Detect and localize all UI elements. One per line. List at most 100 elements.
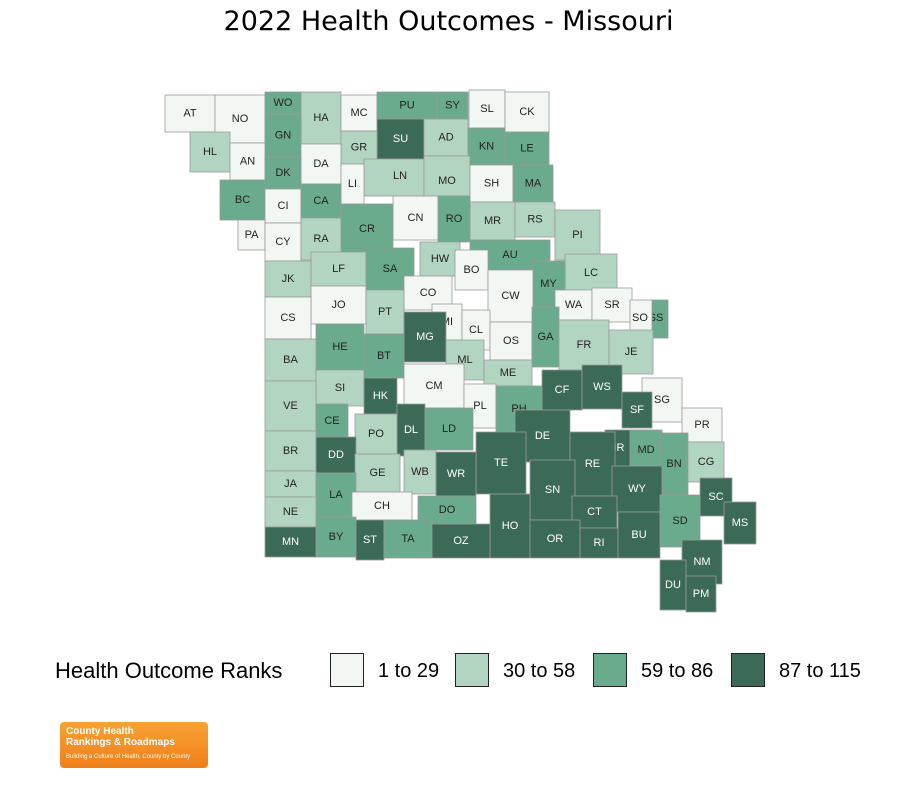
county-label-ce: CE	[324, 415, 339, 427]
county-ve	[264, 380, 317, 432]
county-label-ge: GE	[370, 467, 386, 479]
county-label-ml: ML	[457, 354, 472, 366]
county-bu	[617, 511, 661, 559]
county-mn	[264, 526, 317, 558]
county-label-sh: SH	[484, 177, 499, 189]
county-label-ho: HO	[502, 520, 519, 532]
county-label-sg: SG	[654, 394, 670, 406]
legend-title: Health Outcome Ranks	[55, 658, 283, 683]
county-label-re: RE	[585, 458, 600, 470]
county-ta	[383, 519, 433, 559]
county-label-te: TE	[494, 457, 508, 469]
county-rs	[514, 201, 556, 238]
county-label-md: MD	[637, 444, 654, 456]
county-label-mr: MR	[484, 215, 501, 227]
county-label-si: SI	[335, 382, 345, 394]
county-label-bn: BN	[666, 458, 681, 470]
county-label-wr: WR	[447, 468, 465, 480]
county-label-hk: HK	[373, 390, 389, 402]
county-label-ch: CH	[374, 500, 390, 512]
county-label-by: BY	[329, 531, 344, 543]
county-label-pi: PI	[572, 229, 582, 241]
county-label-mg: MG	[416, 331, 434, 343]
county-label-la: LA	[329, 489, 343, 501]
county-label-ca: CA	[313, 195, 329, 207]
county-label-cs: CS	[280, 312, 295, 324]
county-label-ba: BA	[283, 354, 298, 366]
county-ge	[354, 453, 401, 493]
county-label-dl: DL	[404, 424, 418, 436]
county-label-st: ST	[363, 534, 377, 546]
county-ho	[489, 493, 531, 559]
county-wb	[403, 449, 437, 495]
county-wy	[611, 465, 663, 513]
county-label-no: NO	[232, 113, 249, 125]
logo-line-1: County Health	[66, 726, 134, 737]
county-label-cg: CG	[698, 456, 715, 468]
county-da	[300, 143, 342, 185]
county-label-os: OS	[503, 335, 519, 347]
county-cr	[340, 203, 394, 255]
county-label-dk: DK	[275, 167, 291, 179]
county-ad	[423, 118, 469, 157]
county-sd	[659, 494, 701, 548]
map-title: 2022 Health Outcomes - Missouri	[223, 6, 674, 37]
county-ga	[531, 306, 560, 368]
legend-label-2: 30 to 58	[503, 660, 576, 682]
county-cs	[264, 296, 312, 340]
county-label-or: OR	[547, 533, 564, 545]
county-an	[229, 142, 266, 181]
county-label-nm: NM	[693, 556, 710, 568]
county-label-su: SU	[393, 133, 408, 145]
county-label-le: LE	[520, 142, 533, 154]
county-label-he: HE	[332, 341, 347, 353]
county-label-at: AT	[183, 107, 197, 119]
county-hk	[363, 377, 398, 415]
county-label-do: DO	[439, 504, 456, 516]
county-label-dd: DD	[328, 449, 344, 461]
county-lc	[564, 253, 618, 293]
county-cw	[487, 269, 534, 323]
county-label-ga: GA	[538, 331, 555, 343]
county-label-ja: JA	[284, 478, 298, 490]
county-pi	[554, 209, 601, 261]
legend-swatch-2	[455, 653, 489, 687]
county-fr	[558, 319, 610, 371]
county-hw	[419, 241, 461, 277]
county-pr	[681, 407, 723, 443]
county-label-da: DA	[313, 158, 329, 170]
county-label-mn: MN	[282, 536, 299, 548]
county-label-kn: KN	[479, 140, 494, 152]
county-label-ad: AD	[438, 131, 453, 143]
county-cg	[687, 441, 725, 483]
county-label-cm: CM	[425, 380, 442, 392]
legend-label-4: 87 to 115	[779, 660, 861, 682]
county-ws	[581, 364, 623, 410]
county-label-an: AN	[240, 155, 255, 167]
county-label-ne: NE	[283, 506, 298, 518]
county-oz	[431, 523, 491, 559]
county-jk	[264, 260, 312, 298]
county-sy	[436, 91, 469, 120]
county-label-ld: LD	[442, 423, 456, 435]
county-label-co: CO	[420, 287, 437, 299]
county-dk	[264, 156, 302, 190]
legend-swatch-3	[593, 653, 627, 687]
county-label-sr: SR	[604, 299, 619, 311]
county-ca	[300, 183, 342, 219]
county-label-du: DU	[665, 579, 681, 591]
county-label-jo: JO	[331, 299, 346, 311]
county-sh	[469, 164, 514, 203]
county-label-bo: BO	[464, 264, 480, 276]
county-du	[659, 559, 687, 611]
county-label-gr: GR	[351, 141, 368, 153]
county-la	[315, 472, 357, 518]
county-label-ha: HA	[313, 112, 329, 124]
county-label-de: DE	[535, 430, 550, 442]
logo-tagline: Building a Culture of Health, County by …	[66, 754, 191, 760]
county-bn	[659, 432, 689, 496]
county-label-ms: MS	[732, 517, 749, 529]
county-pm	[685, 575, 717, 613]
county-hl	[189, 131, 231, 173]
